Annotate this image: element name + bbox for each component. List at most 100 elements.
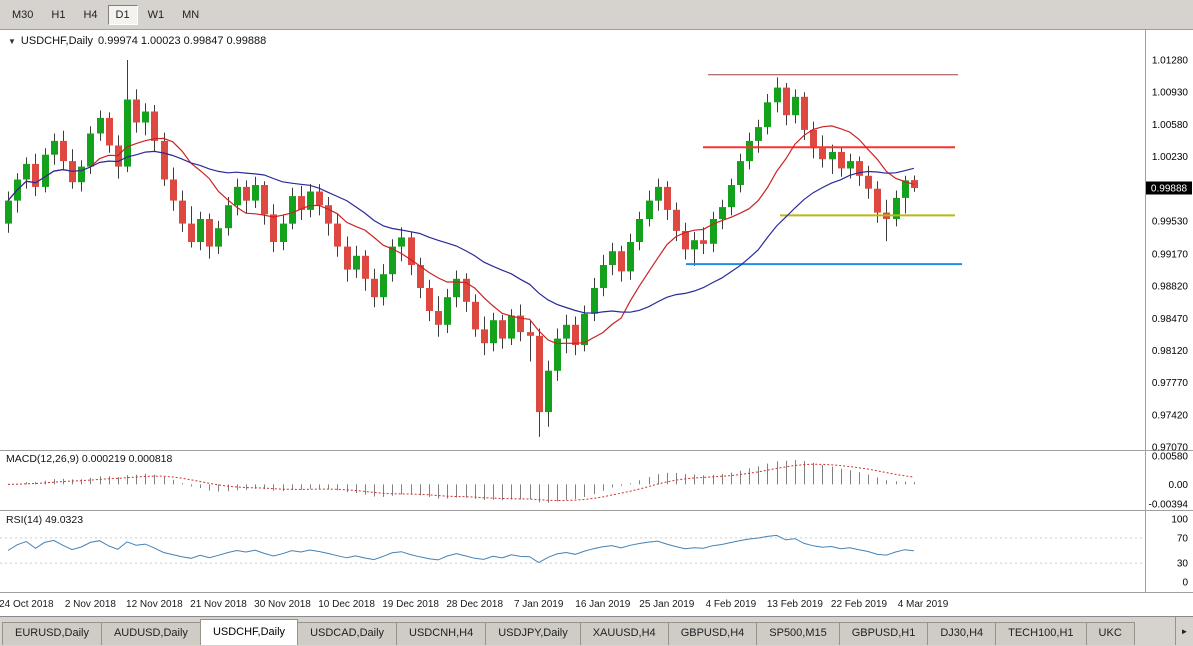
tab-usdcad-daily[interactable]: USDCAD,Daily <box>297 622 398 645</box>
tab-tech100-h1[interactable]: TECH100,H1 <box>995 622 1087 645</box>
price-label: 0.99530 <box>1152 216 1189 227</box>
candle-body <box>655 186 662 201</box>
candle-body <box>280 223 287 242</box>
candle-body <box>517 315 524 333</box>
price-label: 0.97770 <box>1152 378 1189 389</box>
chart-canvas[interactable]: 1.01280 1.00930 1.00580 1.00230 0.99530 0.991… <box>0 30 1193 617</box>
candle-body <box>755 127 762 141</box>
candle-body <box>170 179 177 201</box>
price-label: 1.01280 <box>1152 56 1189 67</box>
candle-body <box>261 185 268 215</box>
tab-sp500-m15[interactable]: SP500,M15 <box>756 622 840 645</box>
price-label: 0.97420 <box>1152 410 1189 421</box>
date-label: 21 Nov 2018 <box>190 599 247 610</box>
candle-body <box>581 313 588 345</box>
candle-body <box>545 370 552 413</box>
candle-body <box>737 161 744 185</box>
candle-body <box>764 102 771 128</box>
candle-body <box>97 117 104 134</box>
chart-window: 1.01280 1.00930 1.00580 1.00230 0.99530 0.991… <box>0 30 1193 617</box>
candle-body <box>646 200 653 219</box>
candle-body <box>307 191 314 210</box>
price-label: 1.00230 <box>1152 152 1189 163</box>
candle-body <box>23 163 30 180</box>
candle-body <box>408 237 415 265</box>
rsi-line <box>7 534 914 564</box>
timeframe-button-mn[interactable]: MN <box>182 8 200 21</box>
candle-body <box>563 324 570 339</box>
candle-body <box>325 205 332 224</box>
candle-body <box>234 186 241 206</box>
timeframe-toolbar: M30 H1 H4 D1 W1 MN <box>0 0 1193 30</box>
candle-body <box>600 265 607 288</box>
candle-body <box>115 145 122 167</box>
candle-body <box>188 223 195 242</box>
date-label: 19 Dec 2018 <box>382 599 439 610</box>
candle-body <box>32 163 39 187</box>
candle-body <box>426 288 433 311</box>
candle-body <box>627 242 634 272</box>
tab-usdchf-daily[interactable]: USDCHF,Daily <box>199 619 299 645</box>
candle-body <box>106 117 113 146</box>
candle-body <box>591 288 598 314</box>
date-label: 25 Jan 2019 <box>639 599 694 610</box>
timeframe-button-d1[interactable]: D1 <box>107 4 138 25</box>
candle-body <box>481 329 488 344</box>
candle-body <box>664 186 671 210</box>
rsi-indicator-label: RSI(14) 49.0323 <box>6 514 84 526</box>
current-price-badge-text: 0.99888 <box>1151 184 1188 195</box>
price-label: 1.00930 <box>1152 88 1189 99</box>
timeframe-button-m30[interactable]: M30 <box>12 8 34 21</box>
rsi-axis-label: 30 <box>1177 559 1189 570</box>
timeframe-button-h4[interactable]: H4 <box>83 8 98 21</box>
timeframe-button-w1[interactable]: W1 <box>147 8 165 21</box>
tab-scroll-right-button[interactable]: ► <box>1175 617 1193 645</box>
candle-body <box>902 180 909 198</box>
candle-body <box>151 111 158 141</box>
candle-body <box>353 255 360 270</box>
candle-body <box>691 240 698 250</box>
date-label: 10 Dec 2018 <box>318 599 375 610</box>
timeframe-button-h1[interactable]: H1 <box>51 8 66 21</box>
date-label: 24 Oct 2018 <box>0 599 54 610</box>
chart-title: ▼ USDCHF,Daily 0.99974 1.00023 0.99847 0… <box>8 35 266 47</box>
candle-body <box>810 129 817 149</box>
candle-body <box>51 140 58 155</box>
candle-body <box>344 246 351 270</box>
candle-body <box>728 185 735 208</box>
candle-body <box>636 219 643 242</box>
candle-body <box>78 166 85 183</box>
candle-body <box>700 240 707 244</box>
candle-body <box>490 320 497 344</box>
macd-signal-line <box>7 463 914 502</box>
candle-body <box>87 133 94 167</box>
tab-eurusd-daily[interactable]: EURUSD,Daily <box>2 622 102 645</box>
candle-body <box>133 99 140 123</box>
tab-dj30-h4[interactable]: DJ30,H4 <box>927 622 997 645</box>
candle-body <box>179 200 186 224</box>
candle-body <box>124 99 131 167</box>
candle-body <box>380 274 387 298</box>
candle-body <box>435 311 442 325</box>
candle-body <box>673 209 680 231</box>
date-label: 12 Nov 2018 <box>126 599 183 610</box>
tab-ukc[interactable]: UKC <box>1085 622 1135 645</box>
candle-body <box>142 111 149 123</box>
tab-xauusd-h4[interactable]: XAUUSD,H4 <box>579 622 669 645</box>
tab-gbpusd-h1[interactable]: GBPUSD,H1 <box>838 622 929 645</box>
candle-body <box>161 140 168 180</box>
candle-body <box>206 219 213 247</box>
candle-body <box>774 87 781 103</box>
candles-layer <box>5 60 918 437</box>
tab-audusd-daily[interactable]: AUDUSD,Daily <box>100 622 201 645</box>
candle-body <box>792 96 799 116</box>
tab-usdcnh-h4[interactable]: USDCNH,H4 <box>396 622 487 645</box>
candle-body <box>389 246 396 275</box>
date-label: 4 Feb 2019 <box>706 599 757 610</box>
tab-gbpusd-h4[interactable]: GBPUSD,H4 <box>667 622 758 645</box>
candle-body <box>444 297 451 325</box>
symbol-dropdown-icon[interactable]: ▼ <box>8 36 16 46</box>
tab-usdjpy-daily[interactable]: USDJPY,Daily <box>485 622 581 645</box>
price-label: 0.98820 <box>1152 282 1189 293</box>
date-label: 30 Nov 2018 <box>254 599 311 610</box>
